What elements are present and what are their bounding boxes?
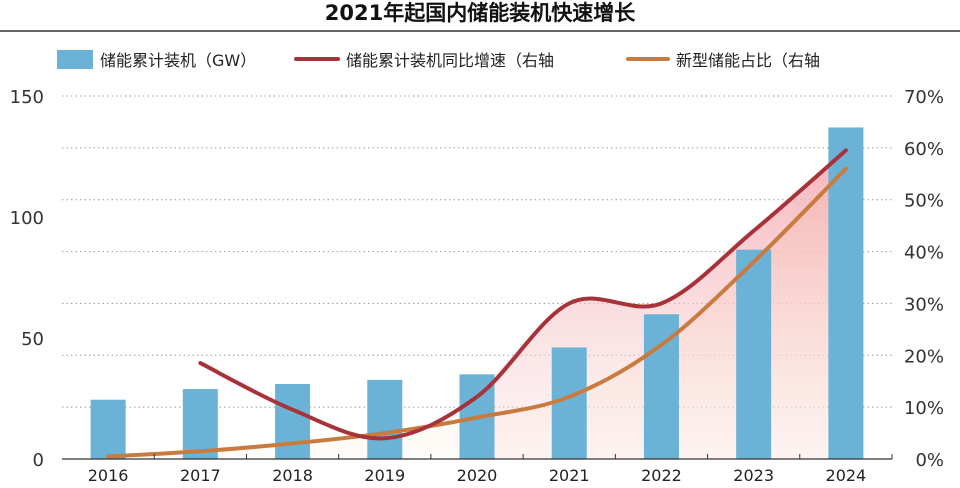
- y-left-tick-label: 50: [21, 329, 44, 350]
- y-right-tick-label: 40%: [904, 243, 944, 264]
- y-left-tick-label: 100: [10, 208, 44, 229]
- x-tick-label: 2017: [180, 466, 221, 484]
- legend-label-bar: 储能累计装机（GW）: [100, 51, 256, 70]
- y-right-tick-label: 20%: [904, 346, 944, 367]
- legend: 储能累计装机（GW） 储能累计装机同比增速（右轴 新型储能占比（右轴: [57, 50, 820, 70]
- x-tick-label: 2019: [364, 466, 405, 484]
- bar: [828, 127, 864, 460]
- x-tick-label: 2023: [733, 466, 774, 484]
- bar: [182, 389, 218, 459]
- bar: [551, 347, 587, 459]
- x-tick-label: 2021: [549, 466, 590, 484]
- legend-swatch-bar: [57, 50, 93, 69]
- x-tick-label: 2018: [272, 466, 313, 484]
- bars: [90, 127, 864, 460]
- x-tick-label: 2024: [826, 466, 867, 484]
- x-tick-label: 2022: [641, 466, 682, 484]
- bar: [275, 383, 311, 459]
- y-left-tick-label: 150: [10, 87, 44, 108]
- series-lines: [106, 148, 848, 459]
- bar: [736, 249, 772, 459]
- y-right-tick-label: 50%: [904, 191, 944, 212]
- x-tick-label: 2020: [457, 466, 498, 484]
- share-line: [106, 166, 848, 459]
- y-right-tick-label: 70%: [904, 87, 944, 108]
- legend-label-growth: 储能累计装机同比增速（右轴: [346, 51, 554, 70]
- bar: [367, 379, 403, 459]
- y-right-tick-label: 60%: [904, 139, 944, 160]
- growth-line: [198, 148, 848, 441]
- y-left-tick-label: 0: [33, 450, 44, 471]
- x-tick-label: 2016: [88, 466, 129, 484]
- chart-title: 2021年起国内储能装机快速增长: [325, 1, 636, 25]
- legend-label-share: 新型储能占比（右轴: [676, 51, 820, 70]
- bar: [90, 399, 126, 459]
- y-right-tick-label: 30%: [904, 294, 944, 315]
- axes: 0% 10% 20% 30% 40% 50% 60% 70% 0 50 100 150 2016 2017…: [10, 87, 944, 485]
- y-right-tick-label: 0%: [915, 450, 944, 471]
- y-right-tick-label: 10%: [904, 398, 944, 419]
